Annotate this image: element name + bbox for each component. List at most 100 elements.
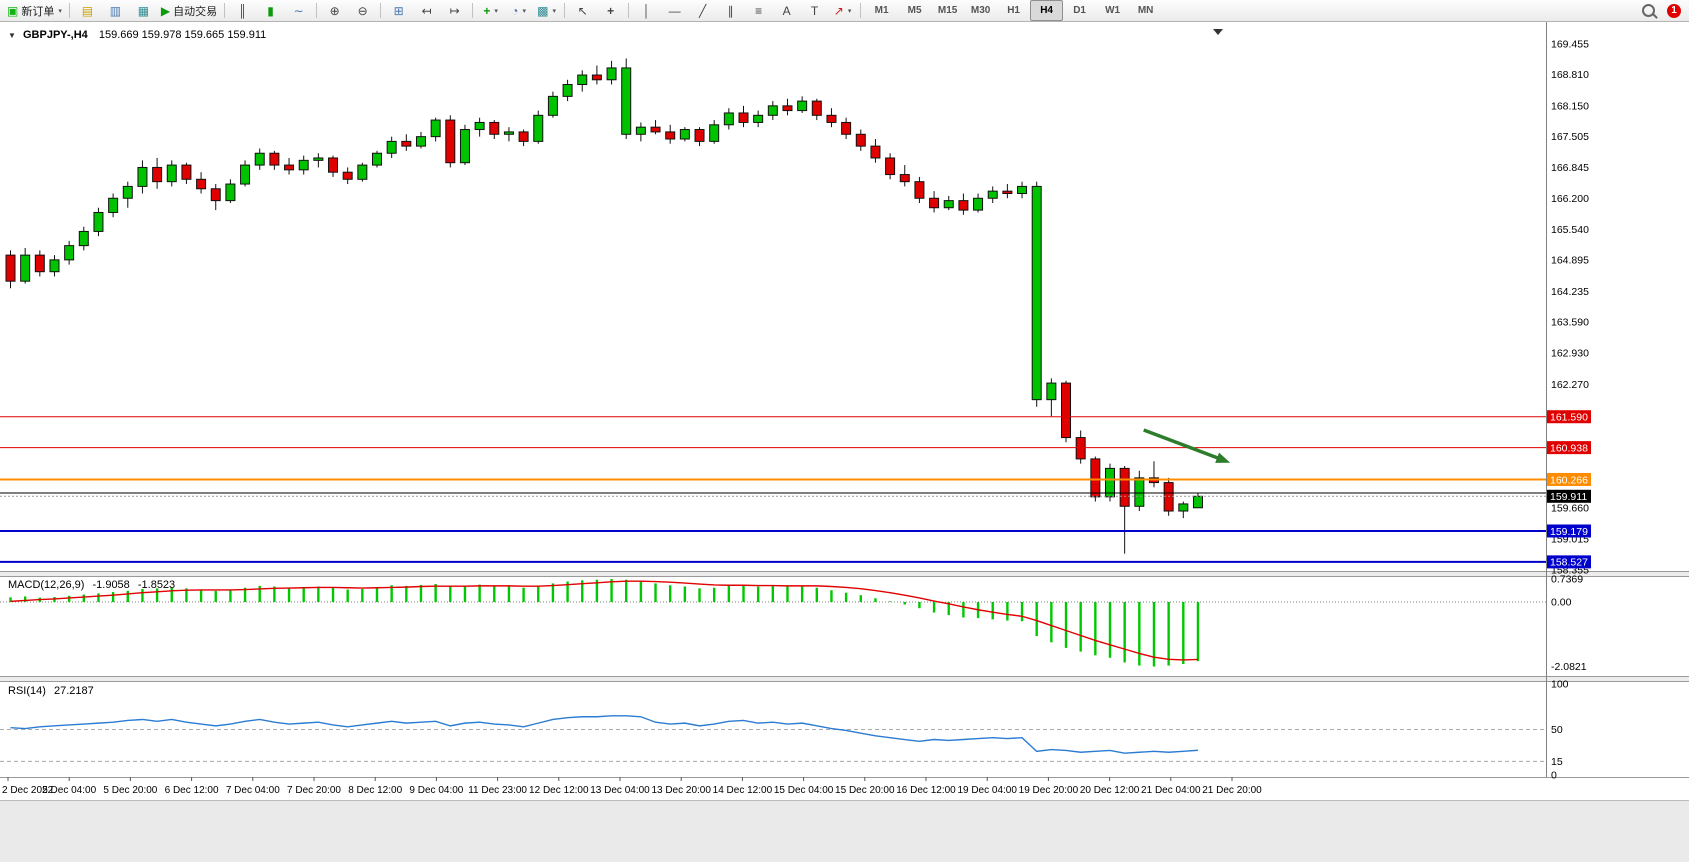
timeframe-button-m1[interactable]: M1 bbox=[874, 5, 889, 16]
zoom-in-button[interactable]: ⊕ bbox=[321, 0, 348, 21]
svg-text:167.505: 167.505 bbox=[1551, 131, 1589, 143]
symbol-label: GBPJPY-,H4 bbox=[22, 29, 88, 41]
svg-text:20 Dec 12:00: 20 Dec 12:00 bbox=[1080, 785, 1140, 796]
svg-text:8 Dec 12:00: 8 Dec 12:00 bbox=[348, 785, 402, 796]
svg-text:158.527: 158.527 bbox=[1550, 557, 1588, 569]
trendline-icon: ╱ bbox=[698, 3, 707, 18]
crosshair-button[interactable]: + bbox=[597, 0, 624, 21]
price-chart[interactable]: 169.455 168.810 168.150 167.505 166.845 166.2… bbox=[0, 22, 1689, 862]
svg-text:16 Dec 12:00: 16 Dec 12:00 bbox=[896, 785, 956, 796]
notification-badge[interactable]: 1 bbox=[1667, 3, 1681, 18]
price-line-objects[interactable] bbox=[0, 416, 1546, 563]
svg-text:168.810: 168.810 bbox=[1551, 69, 1589, 81]
zoom-out-icon: ⊖ bbox=[357, 3, 368, 18]
toolbar-separator bbox=[472, 3, 474, 18]
trendline-button[interactable]: ╱ bbox=[689, 0, 716, 21]
arrows-tool-button[interactable]: ↗ ▾ bbox=[829, 0, 856, 21]
autotrading-icon: ▶ bbox=[160, 3, 171, 18]
periods-button[interactable]: ◔ ▾ bbox=[505, 0, 532, 21]
line-chart-icon: ∼ bbox=[293, 3, 304, 18]
svg-text:19 Dec 04:00: 19 Dec 04:00 bbox=[957, 785, 1017, 796]
timeframe-button-m15[interactable]: M15 bbox=[937, 5, 958, 16]
arrow-symbol-icon: ↗ bbox=[833, 3, 844, 18]
timeframe-button-h4[interactable]: H4 bbox=[1030, 0, 1064, 21]
crosshair-icon: + bbox=[607, 3, 615, 18]
zoom-out-button[interactable]: ⊖ bbox=[349, 0, 376, 21]
svg-text:9 Dec 04:00: 9 Dec 04:00 bbox=[409, 785, 463, 796]
horizontal-line-button[interactable]: — bbox=[661, 0, 688, 21]
svg-text:15 Dec 04:00: 15 Dec 04:00 bbox=[774, 785, 834, 796]
rsi-indicator: 100 50 15 0 bbox=[0, 679, 1569, 782]
bar-chart-icon: ║ bbox=[238, 3, 247, 18]
main-toolbar: ▣ 新订单 ▾ ▤ ▥ ▦ ▶ 自动交易 ║ ▮ ∼ ⊕ ⊖ ⊞ ↤ ↦ + ▾… bbox=[0, 0, 1689, 22]
svg-text:165.540: 165.540 bbox=[1551, 224, 1589, 236]
toolbar-separator bbox=[860, 3, 862, 18]
new-order-button[interactable]: ▣ 新订单 ▾ bbox=[4, 0, 65, 21]
toolbar-separator bbox=[316, 3, 318, 18]
svg-text:13 Dec 04:00: 13 Dec 04:00 bbox=[590, 785, 650, 796]
svg-text:168.150: 168.150 bbox=[1551, 100, 1589, 112]
new-order-icon: ▣ bbox=[7, 3, 19, 18]
indicators-button[interactable]: + ▾ bbox=[477, 0, 504, 21]
search-button[interactable] bbox=[1635, 0, 1662, 21]
clock-icon: ◔ bbox=[511, 3, 519, 18]
svg-text:6 Dec 12:00: 6 Dec 12:00 bbox=[165, 785, 219, 796]
timeframe-button-h1[interactable]: H1 bbox=[1007, 5, 1020, 16]
svg-text:159.911: 159.911 bbox=[1550, 491, 1587, 503]
svg-text:169.455: 169.455 bbox=[1551, 39, 1589, 51]
chart-window: 169.455 168.810 168.150 167.505 166.845 166.2… bbox=[0, 22, 1689, 862]
templates-button[interactable]: ▩ ▾ bbox=[533, 0, 560, 21]
profiles-icon: ▤ bbox=[81, 3, 94, 18]
chart-shift-button[interactable]: ↦ bbox=[441, 0, 468, 21]
chart-shift-marker[interactable] bbox=[1213, 29, 1223, 35]
svg-text:162.930: 162.930 bbox=[1551, 348, 1589, 360]
svg-text:0.00: 0.00 bbox=[1551, 597, 1572, 609]
vertical-line-icon: │ bbox=[642, 3, 651, 18]
macd-indicator: 0.7369 0.00 -2.0821 bbox=[0, 574, 1587, 673]
profiles-button[interactable]: ▤ bbox=[74, 0, 101, 21]
indicators-plus-icon: + bbox=[483, 3, 491, 18]
trend-arrow-annotation[interactable] bbox=[1143, 428, 1231, 463]
timeframe-button-m30[interactable]: M30 bbox=[970, 5, 991, 16]
svg-text:159.179: 159.179 bbox=[1550, 526, 1588, 538]
macd-signal-value: -1.8523 bbox=[137, 579, 176, 591]
svg-text:160.938: 160.938 bbox=[1550, 442, 1588, 454]
market-watch-icon: ▥ bbox=[109, 3, 122, 18]
rsi-panel-label: RSI(14) 27.2187 bbox=[8, 685, 94, 697]
svg-text:160.266: 160.266 bbox=[1550, 474, 1588, 486]
timeframe-button-d1[interactable]: D1 bbox=[1073, 5, 1086, 16]
rsi-name: RSI(14) bbox=[8, 685, 46, 697]
text-icon: A bbox=[782, 3, 791, 18]
svg-text:159.660: 159.660 bbox=[1551, 503, 1589, 515]
svg-text:164.895: 164.895 bbox=[1551, 255, 1589, 267]
templates-icon: ▩ bbox=[537, 3, 549, 18]
text-label-button[interactable]: T bbox=[801, 0, 828, 21]
timeframe-button-mn[interactable]: MN bbox=[1137, 5, 1154, 16]
chevron-down-icon: ▾ bbox=[847, 7, 852, 15]
one-click-trading-arrow-icon[interactable]: ▼ bbox=[8, 31, 16, 40]
data-window-button[interactable]: ▦ bbox=[130, 0, 157, 21]
line-chart-button[interactable]: ∼ bbox=[285, 0, 312, 21]
market-watch-button[interactable]: ▥ bbox=[102, 0, 129, 21]
svg-text:7 Dec 04:00: 7 Dec 04:00 bbox=[226, 785, 280, 796]
vertical-line-button[interactable]: │ bbox=[633, 0, 660, 21]
fibonacci-button[interactable]: ≡ bbox=[745, 0, 772, 21]
bar-chart-button[interactable]: ║ bbox=[229, 0, 256, 21]
tile-windows-button[interactable]: ⊞ bbox=[385, 0, 412, 21]
svg-text:0.7369: 0.7369 bbox=[1551, 574, 1583, 586]
chart-title: ▼ GBPJPY-,H4 159.669 159.978 159.665 159… bbox=[8, 29, 266, 41]
svg-text:21 Dec 04:00: 21 Dec 04:00 bbox=[1141, 785, 1201, 796]
svg-text:14 Dec 12:00: 14 Dec 12:00 bbox=[713, 785, 773, 796]
channel-button[interactable]: ∥ bbox=[717, 0, 744, 21]
toolbar-separator bbox=[224, 3, 226, 18]
auto-scroll-button[interactable]: ↤ bbox=[413, 0, 440, 21]
timeframe-button-m5[interactable]: M5 bbox=[907, 5, 922, 16]
zoom-in-icon: ⊕ bbox=[329, 3, 340, 18]
autotrading-button[interactable]: ▶ 自动交易 bbox=[158, 0, 220, 21]
timeframe-button-w1[interactable]: W1 bbox=[1105, 5, 1121, 16]
svg-text:162.270: 162.270 bbox=[1551, 379, 1589, 391]
text-button[interactable]: A bbox=[773, 0, 800, 21]
cursor-button[interactable]: ↖ bbox=[569, 0, 596, 21]
candlestick-button[interactable]: ▮ bbox=[257, 0, 284, 21]
